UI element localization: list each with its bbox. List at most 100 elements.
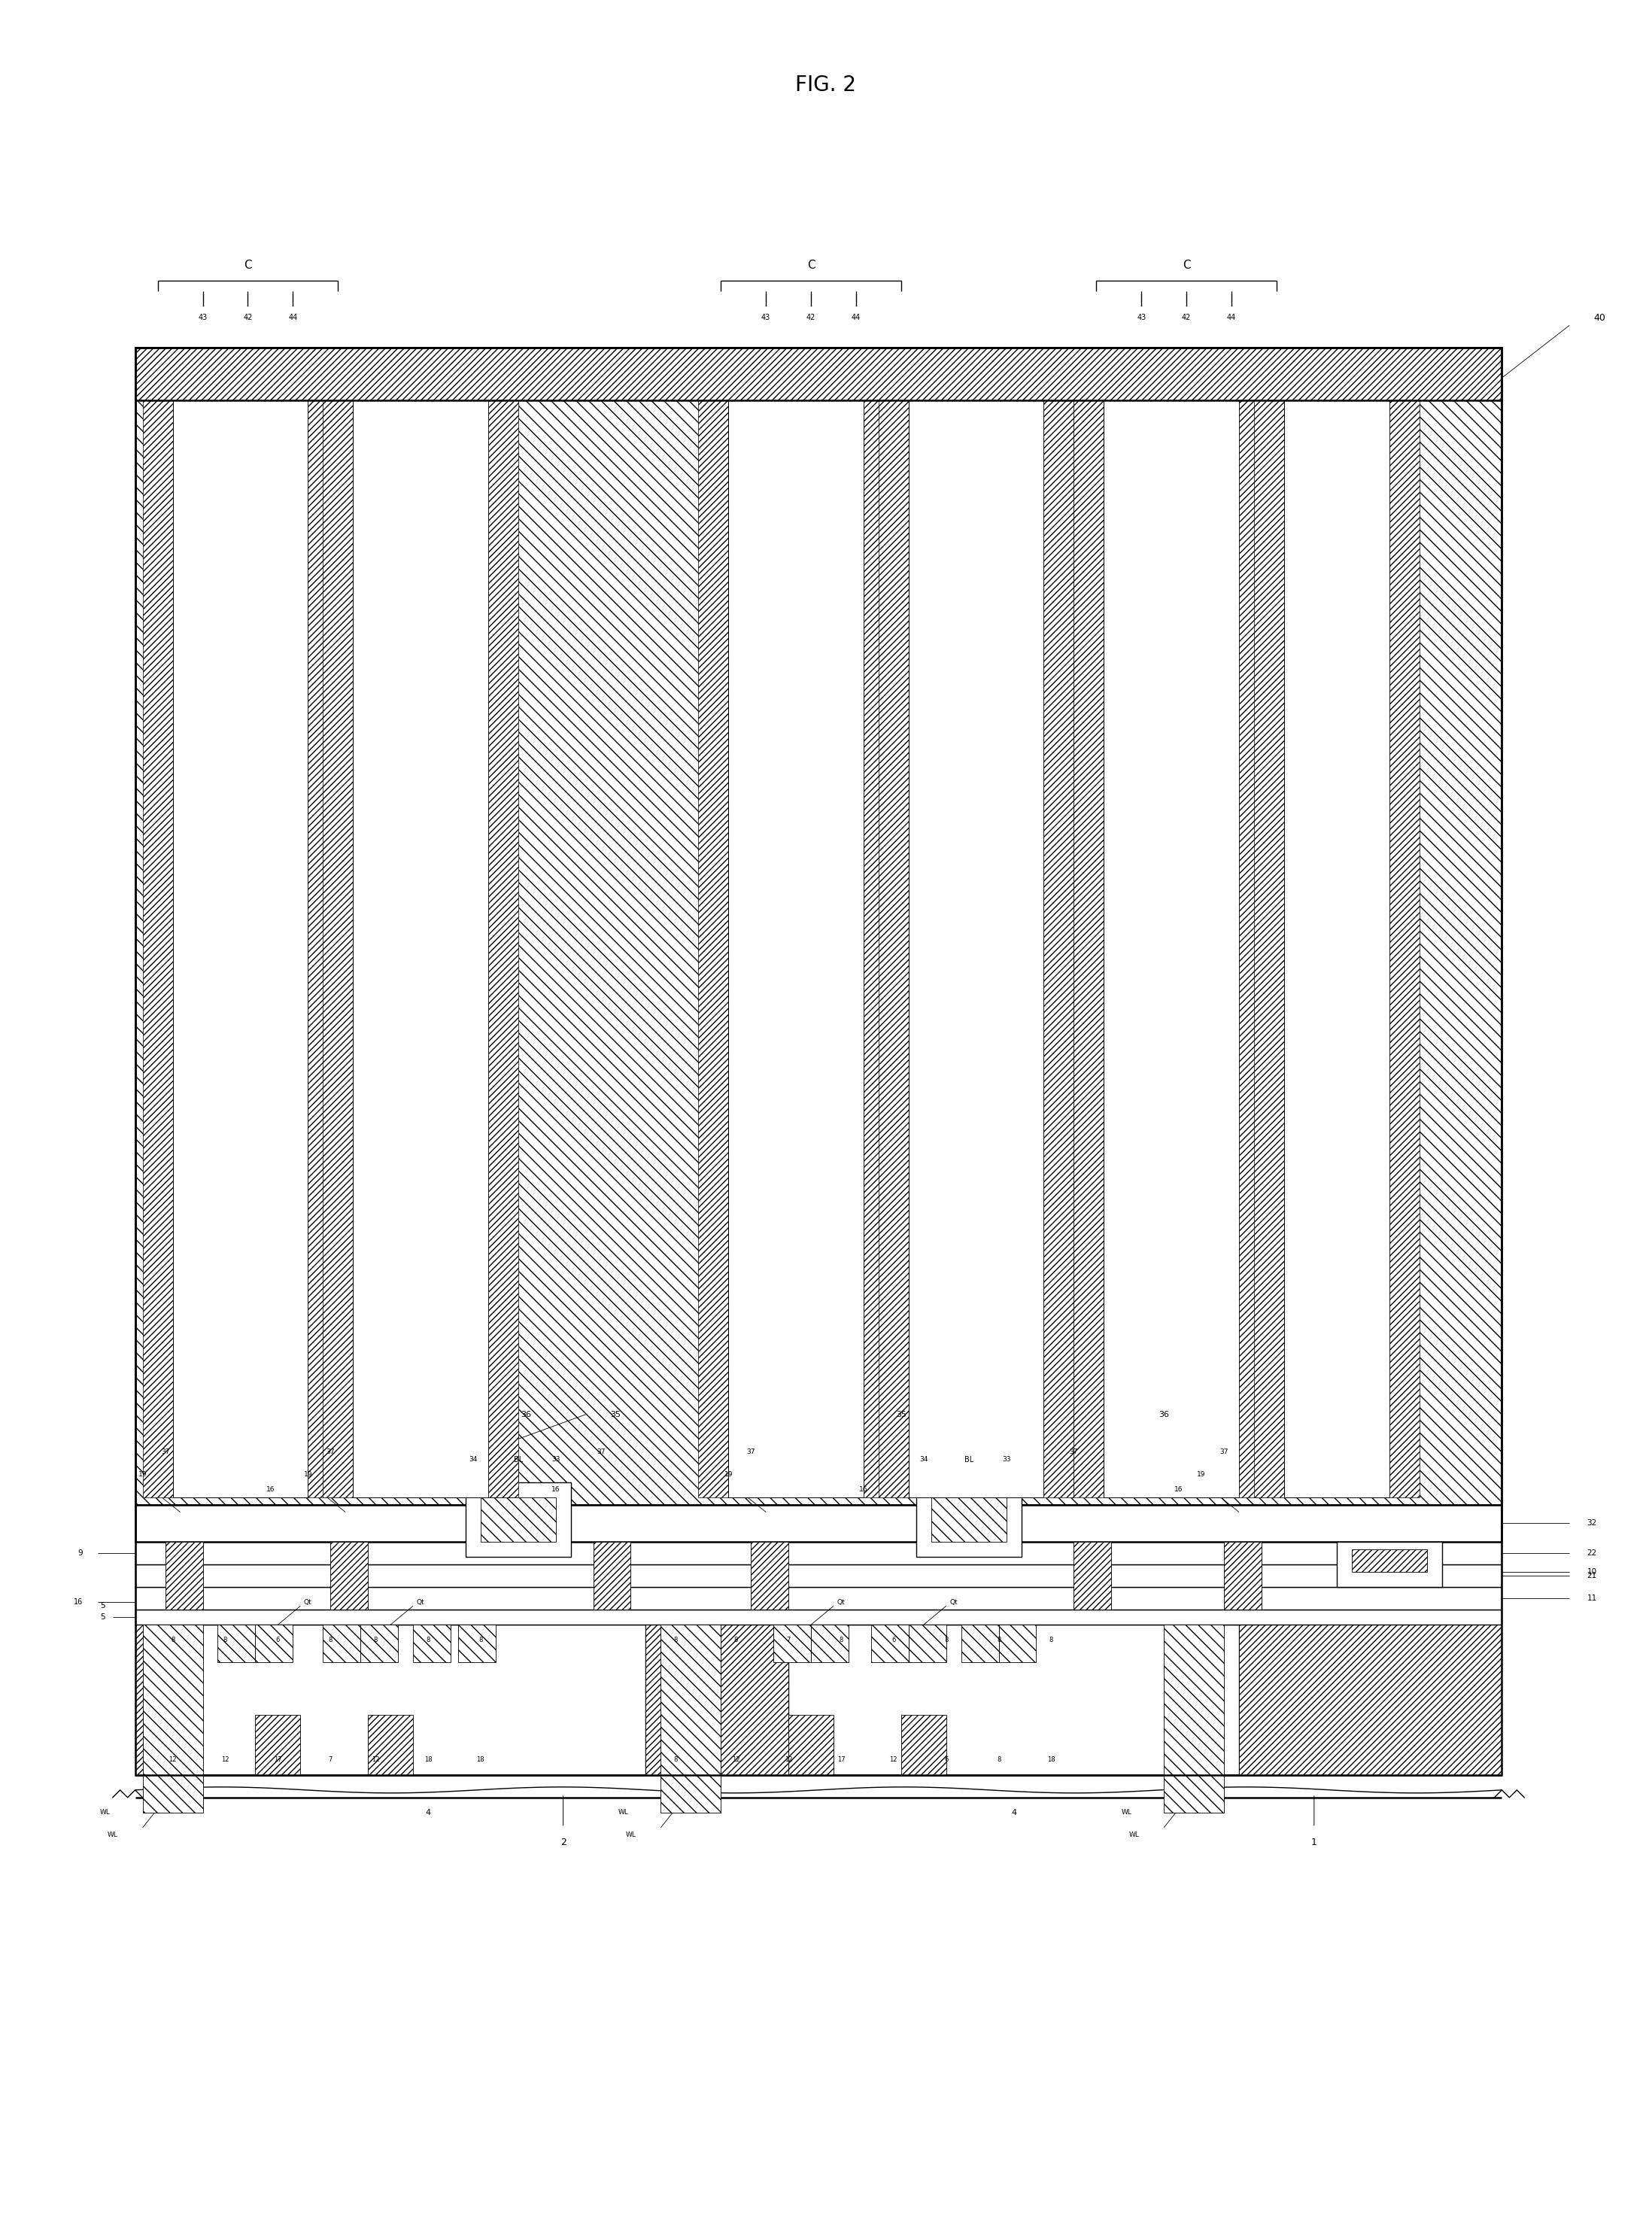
Bar: [773, 1624, 811, 1662]
Text: Qt: Qt: [950, 1598, 958, 1607]
Text: 37: 37: [747, 1450, 755, 1456]
Text: 5: 5: [101, 1613, 106, 1620]
Text: 37: 37: [160, 1450, 170, 1456]
Text: 5: 5: [101, 1602, 106, 1609]
Text: 16: 16: [1175, 1487, 1183, 1494]
Text: WL: WL: [99, 1810, 111, 1817]
Text: 8: 8: [733, 1635, 738, 1644]
Text: 16: 16: [552, 1487, 560, 1494]
Text: 12: 12: [221, 1757, 230, 1764]
Text: 19: 19: [304, 1472, 312, 1478]
Text: 37: 37: [325, 1450, 335, 1456]
Bar: [135, 347, 1502, 401]
Bar: [1239, 401, 1269, 1496]
Text: 16: 16: [73, 1598, 83, 1607]
Bar: [354, 401, 487, 1496]
Text: 35: 35: [895, 1410, 907, 1419]
Text: 35: 35: [611, 1410, 621, 1419]
Bar: [1074, 401, 1104, 1496]
Bar: [487, 401, 519, 1496]
Text: 8: 8: [839, 1635, 843, 1644]
Bar: [142, 401, 173, 1496]
Text: 43: 43: [762, 314, 770, 321]
Text: 36: 36: [1158, 1410, 1170, 1419]
Bar: [173, 401, 307, 1496]
Text: 12: 12: [169, 1757, 177, 1764]
Bar: [142, 1624, 203, 1812]
Bar: [256, 1624, 292, 1662]
Text: 22: 22: [1588, 1549, 1597, 1558]
Text: 44: 44: [287, 314, 297, 321]
Bar: [752, 1542, 788, 1609]
Text: 42: 42: [806, 314, 816, 321]
Bar: [871, 1624, 909, 1662]
Text: 12: 12: [785, 1757, 793, 1764]
Bar: [330, 1542, 368, 1609]
Text: Qt: Qt: [838, 1598, 846, 1607]
Text: 37: 37: [1069, 1450, 1079, 1456]
Text: 42: 42: [1181, 314, 1191, 321]
Bar: [135, 1542, 1502, 1565]
Bar: [1284, 401, 1389, 1496]
Bar: [1351, 1549, 1427, 1571]
Bar: [909, 401, 1044, 1496]
Bar: [481, 1496, 555, 1542]
Text: 12: 12: [890, 1757, 897, 1764]
Bar: [368, 1715, 413, 1775]
Bar: [593, 1542, 631, 1609]
Bar: [307, 401, 339, 1496]
Text: 32: 32: [1588, 1520, 1597, 1527]
Bar: [1254, 401, 1284, 1496]
Bar: [360, 1624, 398, 1662]
Text: Qt: Qt: [416, 1598, 425, 1607]
Bar: [1104, 401, 1239, 1496]
Bar: [256, 1715, 301, 1775]
Bar: [961, 1624, 999, 1662]
Bar: [165, 1542, 203, 1609]
Text: 8: 8: [1049, 1635, 1054, 1644]
Bar: [195, 1624, 646, 1775]
Text: 42: 42: [243, 314, 253, 321]
Text: 21: 21: [1588, 1571, 1597, 1580]
Text: BL: BL: [965, 1456, 973, 1463]
Text: 37: 37: [596, 1450, 605, 1456]
Bar: [218, 1624, 256, 1662]
Text: WL: WL: [107, 1832, 117, 1839]
Text: 8: 8: [674, 1757, 677, 1764]
Text: 44: 44: [1227, 314, 1236, 321]
Text: 11: 11: [1588, 1596, 1597, 1602]
Text: 8: 8: [996, 1757, 1001, 1764]
Bar: [135, 1565, 1502, 1587]
Bar: [1074, 1542, 1112, 1609]
Text: C: C: [1183, 259, 1191, 270]
Bar: [932, 1496, 1006, 1542]
Bar: [1044, 401, 1074, 1496]
Text: 44: 44: [851, 314, 861, 321]
Text: 8: 8: [945, 1635, 948, 1644]
Text: 37: 37: [1219, 1450, 1229, 1456]
Bar: [1336, 1542, 1442, 1587]
Bar: [135, 1609, 1502, 1624]
Text: 33: 33: [552, 1456, 560, 1463]
Bar: [1224, 1542, 1262, 1609]
Text: 9: 9: [78, 1549, 83, 1558]
Bar: [135, 1587, 1502, 1609]
Text: 10: 10: [1588, 1569, 1597, 1576]
Text: 8: 8: [996, 1635, 1001, 1644]
Text: 6: 6: [276, 1635, 279, 1644]
Bar: [788, 1715, 834, 1775]
Text: 4: 4: [425, 1808, 431, 1817]
Text: 43: 43: [198, 314, 208, 321]
Text: 6: 6: [892, 1635, 895, 1644]
Bar: [646, 1624, 788, 1775]
Text: WL: WL: [626, 1832, 636, 1839]
Bar: [909, 1624, 947, 1662]
Text: WL: WL: [1128, 1832, 1140, 1839]
Bar: [879, 401, 909, 1496]
Text: C: C: [806, 259, 814, 270]
Text: 18: 18: [1047, 1757, 1056, 1764]
Bar: [413, 1624, 451, 1662]
Text: 1: 1: [1312, 1837, 1317, 1848]
Text: 8: 8: [223, 1635, 228, 1644]
Text: 2: 2: [560, 1837, 567, 1848]
